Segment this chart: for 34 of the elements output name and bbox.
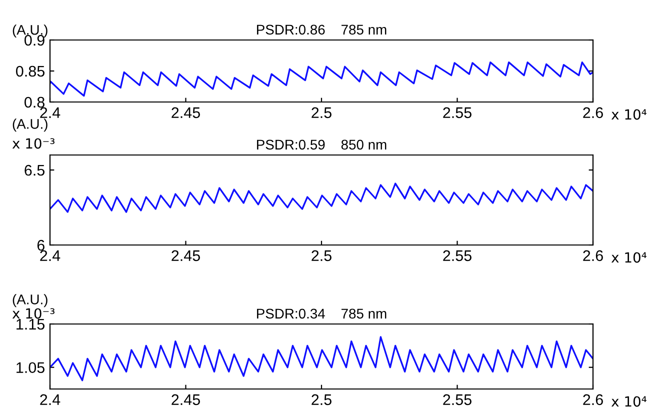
x-tick-label: 2.55 — [443, 394, 472, 406]
x-tick-label: 2.45 — [172, 250, 200, 262]
x-tick-label: 2.5 — [312, 394, 332, 406]
x-tick-label: 2.6 — [583, 107, 603, 118]
x-tick-label: 2.4 — [40, 394, 60, 405]
x-tick-label: 2.4 — [40, 107, 60, 118]
x-tick-label: 2.55 — [443, 250, 472, 262]
text: x 10⁴ — [611, 252, 646, 263]
x-tick-label: 2.45 — [172, 107, 200, 118]
x-tick-label: 2.5 — [312, 250, 332, 262]
x-tick-label: 2.6 — [583, 250, 603, 262]
y-tick-label: 0.85 — [16, 66, 44, 77]
text: x 10⁴ — [611, 396, 646, 407]
x-tick-label: 2.4 — [40, 250, 60, 261]
text: x 10⁻³ — [12, 308, 54, 319]
y-axis-title: (A.U.) — [12, 118, 48, 132]
y-tick-label: 1.15 — [16, 319, 44, 330]
y-tick-label: 0.8 — [24, 96, 44, 108]
line-series — [50, 336, 593, 382]
x-tick-label: 2.45 — [172, 394, 200, 406]
x-tick-label: 2.5 — [312, 107, 332, 118]
x-tick-label: 2.6 — [583, 394, 603, 406]
chart-title: PSDR:0.34 785 nm — [257, 308, 386, 319]
y-tick-label: 1.05 — [16, 362, 44, 374]
x-tick-label: 2.55 — [443, 107, 472, 118]
text: x 10⁻³ — [12, 138, 54, 149]
text: x 10⁴ — [611, 109, 646, 120]
y-axis-title: (A.U.) — [12, 294, 48, 308]
chart-title: PSDR:0.59 850 nm — [257, 140, 386, 150]
line-series — [50, 182, 593, 213]
y-tick-label: 6.5 — [24, 164, 44, 176]
chart-title: PSDR:0.86 785 nm — [257, 24, 386, 35]
y-tick-label: 6 — [37, 240, 44, 251]
line-series — [50, 61, 593, 97]
